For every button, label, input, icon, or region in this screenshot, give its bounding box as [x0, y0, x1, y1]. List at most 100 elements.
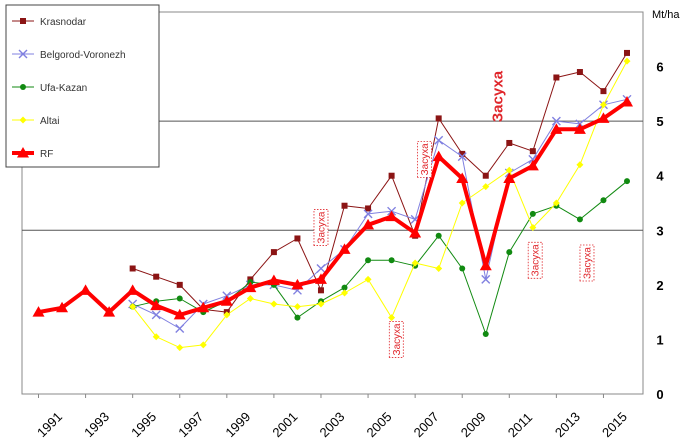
- point-altai-2002: [293, 303, 301, 311]
- annotation-text-1: Засуха: [316, 211, 327, 243]
- y-axis: 0 1 2 3 4 5 6: [656, 60, 664, 402]
- y-tick-label-2: 2: [656, 278, 663, 293]
- point-rf-1997: [173, 308, 186, 320]
- legend-marker-krasnodar: [20, 18, 26, 24]
- point-altai-2003: [317, 300, 325, 308]
- point-rf-2000: [244, 281, 257, 293]
- series-line-ufa-kazan: [132, 180, 628, 335]
- legend-label-rf: RF: [40, 149, 53, 160]
- point-belgorod-voronezh-1996-b: [151, 310, 161, 320]
- annotation-text-4: Засуха: [490, 70, 507, 122]
- point-belgorod-voronezh-2013: [551, 116, 561, 126]
- point-ufa-kazan-2014: [576, 216, 583, 223]
- point-krasnodar-2010: [482, 172, 489, 179]
- point-belgorod-voronezh-1997: [175, 324, 185, 334]
- point-altai-2015: [599, 101, 607, 109]
- point-rf-1992: [56, 301, 69, 313]
- point-krasnodar-2006: [388, 172, 395, 179]
- legend: Krasnodar Belgorod-Voronezh Ufa-Kazan Altai…: [5, 4, 160, 168]
- point-krasnodar-2016: [624, 49, 630, 56]
- point-rf-2014: [573, 123, 586, 134]
- point-rf-2010: [479, 259, 492, 271]
- point-krasnodar-2004: [341, 202, 348, 209]
- y-tick-label-0: 0: [656, 387, 663, 402]
- point-rf-2016: [621, 96, 633, 107]
- point-belgorod-voronezh-2003: [316, 263, 326, 273]
- annotation-3: Засуха: [417, 140, 432, 178]
- point-krasnodar-2003: [317, 287, 324, 294]
- series-line-altai: [132, 60, 628, 349]
- point-rf-2005: [362, 218, 375, 230]
- point-rf-1994: [103, 306, 116, 317]
- y-tick-label-1: 1: [656, 332, 663, 347]
- point-rf-2004: [338, 243, 351, 254]
- point-belgorod-voronezh-2005: [363, 209, 373, 219]
- point-altai-2011: [505, 166, 513, 174]
- annotation-text-5: Засуха: [531, 244, 542, 276]
- point-krasnodar-2013: [553, 74, 560, 81]
- point-altai-1998: [199, 341, 207, 349]
- point-ufa-kazan-2015: [600, 197, 607, 204]
- point-belgorod-voronezh-2008: [434, 135, 444, 145]
- plot-border: [21, 11, 644, 395]
- point-rf-2001: [267, 274, 280, 285]
- annotation-box-6: [579, 244, 595, 282]
- legend-marker-ufa-kazan: [20, 84, 26, 90]
- point-altai-2013: [552, 199, 560, 207]
- annotation-text-6: Засуха: [582, 247, 593, 279]
- point-ufa-kazan-2004: [341, 284, 348, 291]
- point-altai-2007: [411, 259, 419, 267]
- point-ufa-kazan-2008: [435, 232, 442, 239]
- point-belgorod-voronezh-1997-b: [175, 324, 185, 334]
- legend-box: [5, 4, 160, 168]
- series-line-krasnodar: [132, 52, 628, 313]
- point-rf-1996: [150, 299, 163, 311]
- point-belgorod-voronezh-1996: [151, 310, 161, 320]
- plot-area: [21, 11, 644, 395]
- point-ufa-kazan-2016: [624, 178, 630, 185]
- annotation-6: Засуха: [579, 244, 595, 282]
- point-altai-2006: [388, 314, 396, 322]
- y-unit-label: Mt/ha: [652, 9, 680, 21]
- point-belgorod-voronezh-2008-b: [434, 135, 444, 145]
- point-krasnodar-2008: [435, 115, 442, 122]
- point-altai-2012: [529, 224, 537, 232]
- point-belgorod-voronezh-2012-b: [528, 154, 538, 164]
- y-tick-label-6: 6: [656, 60, 663, 75]
- point-krasnodar-2011: [506, 139, 513, 146]
- annotation-5: Засуха: [527, 241, 543, 279]
- annotation-text-3: Засуха: [420, 143, 431, 175]
- point-krasnodar-2002: [294, 235, 301, 242]
- point-belgorod-voronezh-2009-b: [457, 152, 467, 162]
- annotation-box-3: [417, 140, 432, 178]
- annotation-1: Засуха: [313, 209, 329, 246]
- point-rf-2002: [291, 278, 304, 290]
- point-rf-1993: [79, 284, 92, 295]
- point-rf-2015: [597, 112, 610, 123]
- point-rf-2011: [503, 172, 516, 183]
- point-krasnodar-2014: [576, 69, 583, 76]
- point-altai-2000: [246, 295, 254, 302]
- point-altai-1996: [152, 333, 160, 341]
- legend-label-altai: Altai: [40, 116, 59, 127]
- legend-marker-belgorod-voronezh-b: [18, 49, 28, 59]
- point-altai-1999: [223, 311, 231, 319]
- point-krasnodar-2015: [600, 88, 607, 95]
- series-line-belgorod-voronezh: [132, 98, 628, 329]
- point-rf-2008: [432, 150, 445, 162]
- y-tick-label-4: 4: [656, 169, 664, 184]
- point-rf-2006: [385, 210, 398, 222]
- series-altai: [129, 57, 631, 352]
- legend-marker-altai: [19, 116, 27, 124]
- annotation-text-2: Засуха: [392, 323, 403, 355]
- point-ufa-kazan-2005: [365, 257, 372, 264]
- point-ufa-kazan-2011: [506, 249, 513, 256]
- point-krasnodar-1996: [153, 273, 160, 280]
- point-ufa-kazan-1997: [176, 295, 183, 302]
- point-rf-2007: [409, 227, 422, 238]
- point-belgorod-voronezh-2005-b: [363, 209, 373, 219]
- point-belgorod-voronezh-2010-b: [481, 274, 491, 284]
- annotation-box-1: [313, 209, 329, 246]
- legend-label-krasnodar: Krasnodar: [40, 17, 87, 28]
- point-ufa-kazan-2010: [482, 330, 489, 337]
